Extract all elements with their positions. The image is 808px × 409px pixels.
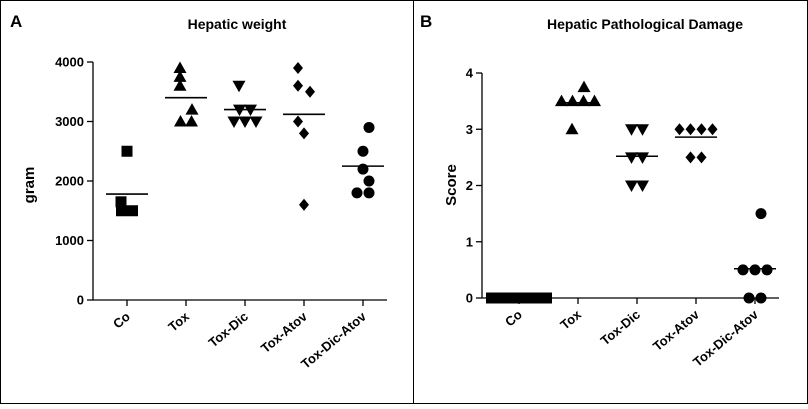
data-point [636, 180, 649, 192]
data-point [541, 292, 552, 304]
data-point [299, 198, 309, 211]
data-point [232, 80, 246, 93]
data-point [497, 292, 508, 304]
data-point [185, 115, 198, 127]
data-point [115, 196, 127, 208]
data-point [707, 123, 718, 136]
data-point [363, 175, 375, 187]
data-point [636, 124, 649, 136]
y-axis-label: Score [443, 164, 460, 206]
panel-letter: B [420, 12, 432, 31]
y-tick-label: 0 [466, 291, 473, 306]
data-point [749, 264, 761, 276]
series-tox-dic [224, 80, 266, 128]
data-point [685, 151, 696, 164]
panel-letter: A [10, 12, 22, 31]
data-point [185, 103, 199, 115]
data-point [508, 292, 519, 304]
data-point [238, 116, 252, 128]
data-point [363, 187, 375, 199]
y-tick-label: 4 [466, 66, 474, 81]
chart-title: Hepatic weight [188, 16, 287, 32]
y-tick-label: 1 [466, 234, 473, 249]
data-point [174, 115, 187, 127]
series-co [486, 292, 552, 304]
y-tick-label: 3000 [55, 114, 84, 129]
data-point [625, 124, 638, 136]
data-point [363, 121, 375, 133]
data-point [293, 115, 303, 128]
series-co [106, 145, 148, 217]
data-point [357, 145, 369, 157]
data-point [696, 123, 707, 136]
data-point [351, 187, 363, 199]
y-tick-label: 3 [466, 122, 473, 137]
data-point [127, 205, 138, 217]
data-point [116, 205, 127, 217]
data-point [755, 292, 767, 304]
data-point [761, 264, 773, 276]
data-point [755, 208, 767, 220]
data-point [173, 70, 187, 82]
chart-title: Hepatic Pathological Damage [547, 16, 743, 32]
data-point [743, 292, 755, 304]
series-tox-dic-atov [342, 121, 384, 199]
data-point [227, 116, 241, 128]
data-point [121, 145, 133, 157]
y-tick-label: 2 [466, 178, 473, 193]
data-point [530, 292, 541, 304]
data-point [636, 152, 649, 164]
data-point [249, 116, 263, 128]
data-point [737, 264, 749, 276]
data-point [173, 61, 187, 73]
series-tox-dic-atov [734, 208, 776, 304]
series-tox-atov [674, 123, 718, 164]
data-point [293, 61, 303, 74]
data-point [173, 79, 187, 91]
data-point [519, 292, 530, 304]
data-point [357, 163, 369, 175]
series-tox [555, 80, 601, 135]
data-point [486, 292, 497, 304]
data-point [625, 180, 638, 192]
series-tox [165, 61, 207, 127]
y-axis-label: gram [21, 167, 38, 204]
y-tick-label: 1000 [55, 233, 84, 248]
data-point [696, 151, 707, 164]
y-tick-label: 4000 [55, 55, 84, 70]
series-tox-atov [283, 61, 325, 211]
data-point [305, 85, 315, 98]
data-point [625, 152, 638, 164]
y-tick-label: 0 [77, 293, 84, 308]
data-point [577, 80, 591, 93]
data-point [293, 79, 303, 92]
data-point [685, 123, 696, 136]
data-point [565, 122, 579, 135]
y-tick-label: 2000 [55, 174, 84, 189]
data-point [674, 123, 685, 136]
series-tox-dic [616, 124, 658, 192]
data-point [299, 127, 309, 140]
